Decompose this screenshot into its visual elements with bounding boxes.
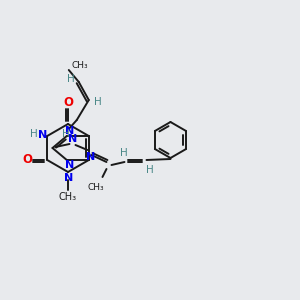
Text: N: N	[38, 130, 47, 140]
Text: H: H	[67, 74, 75, 84]
Text: N: N	[68, 134, 77, 144]
Text: CH₃: CH₃	[87, 182, 104, 191]
Text: H: H	[94, 97, 102, 107]
Text: CH₃: CH₃	[71, 61, 88, 70]
Text: H: H	[120, 148, 128, 158]
Text: N: N	[86, 152, 95, 162]
Text: H: H	[61, 129, 69, 139]
Text: N: N	[65, 126, 74, 136]
Text: O: O	[22, 153, 32, 166]
Text: N: N	[65, 160, 74, 170]
Text: H: H	[146, 165, 153, 175]
Text: N: N	[64, 173, 74, 183]
Text: CH₃: CH₃	[59, 192, 77, 202]
Text: O: O	[63, 97, 73, 110]
Text: H: H	[30, 129, 38, 139]
